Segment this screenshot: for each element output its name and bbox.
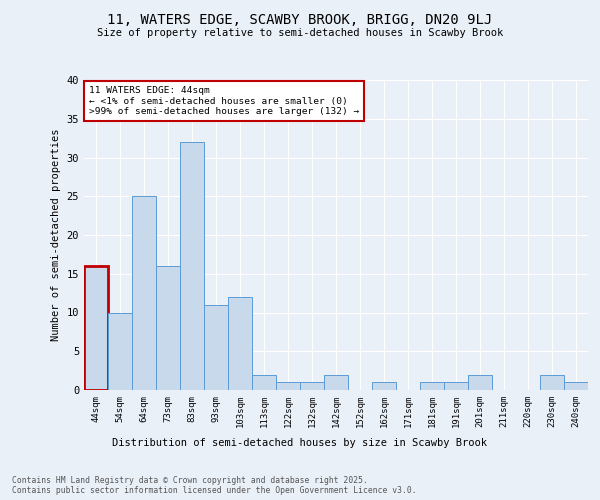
Text: Distribution of semi-detached houses by size in Scawby Brook: Distribution of semi-detached houses by … (113, 438, 487, 448)
Bar (540, 374, 564, 390)
Bar (252, 374, 276, 390)
Bar (372, 382, 396, 390)
Bar (108, 312, 132, 390)
Bar (204, 304, 228, 390)
Bar (228, 297, 252, 390)
Bar (420, 382, 444, 390)
Bar (564, 382, 588, 390)
Bar (444, 382, 468, 390)
Bar (156, 266, 180, 390)
Bar (84, 266, 108, 390)
Text: 11, WATERS EDGE, SCAWBY BROOK, BRIGG, DN20 9LJ: 11, WATERS EDGE, SCAWBY BROOK, BRIGG, DN… (107, 12, 493, 26)
Bar (468, 374, 492, 390)
Bar (276, 382, 300, 390)
Bar (132, 196, 156, 390)
Text: Contains HM Land Registry data © Crown copyright and database right 2025.
Contai: Contains HM Land Registry data © Crown c… (12, 476, 416, 495)
Bar (324, 374, 348, 390)
Text: 11 WATERS EDGE: 44sqm
← <1% of semi-detached houses are smaller (0)
>99% of semi: 11 WATERS EDGE: 44sqm ← <1% of semi-deta… (89, 86, 359, 116)
Y-axis label: Number of semi-detached properties: Number of semi-detached properties (51, 128, 61, 341)
Bar (180, 142, 204, 390)
Bar (300, 382, 324, 390)
Text: Size of property relative to semi-detached houses in Scawby Brook: Size of property relative to semi-detach… (97, 28, 503, 38)
